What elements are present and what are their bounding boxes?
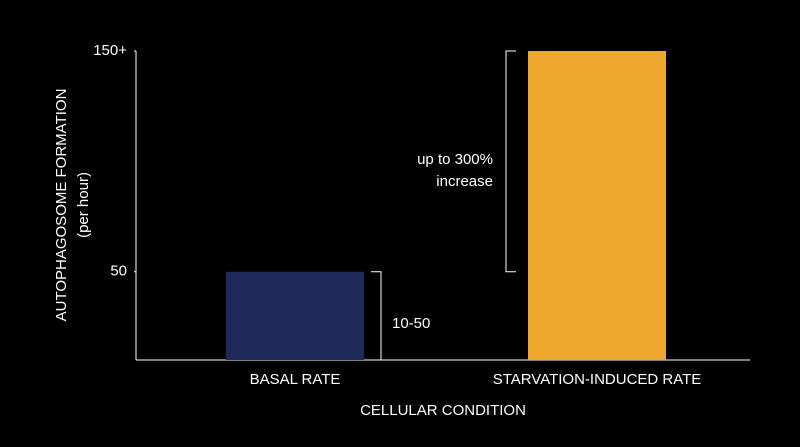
annotation: increase bbox=[436, 173, 493, 190]
y-tick-label: 150+ bbox=[93, 42, 127, 59]
x-axis-title: CELLULAR CONDITION bbox=[360, 402, 526, 419]
bracket bbox=[505, 50, 516, 273]
bar bbox=[226, 271, 364, 360]
bar bbox=[528, 51, 666, 360]
bracket bbox=[371, 271, 382, 360]
y-axis-subtitle: (per hour) bbox=[75, 172, 92, 238]
y-tick-label: 50 bbox=[110, 263, 127, 280]
x-tick-label: BASAL RATE bbox=[250, 371, 341, 388]
x-tick-label: STARVATION-INDUCED RATE bbox=[493, 371, 702, 388]
annotation: 10-50 bbox=[392, 315, 430, 332]
annotation: up to 300% bbox=[417, 151, 493, 168]
y-axis-title: AUTOPHAGOSOME FORMATION bbox=[53, 89, 70, 322]
